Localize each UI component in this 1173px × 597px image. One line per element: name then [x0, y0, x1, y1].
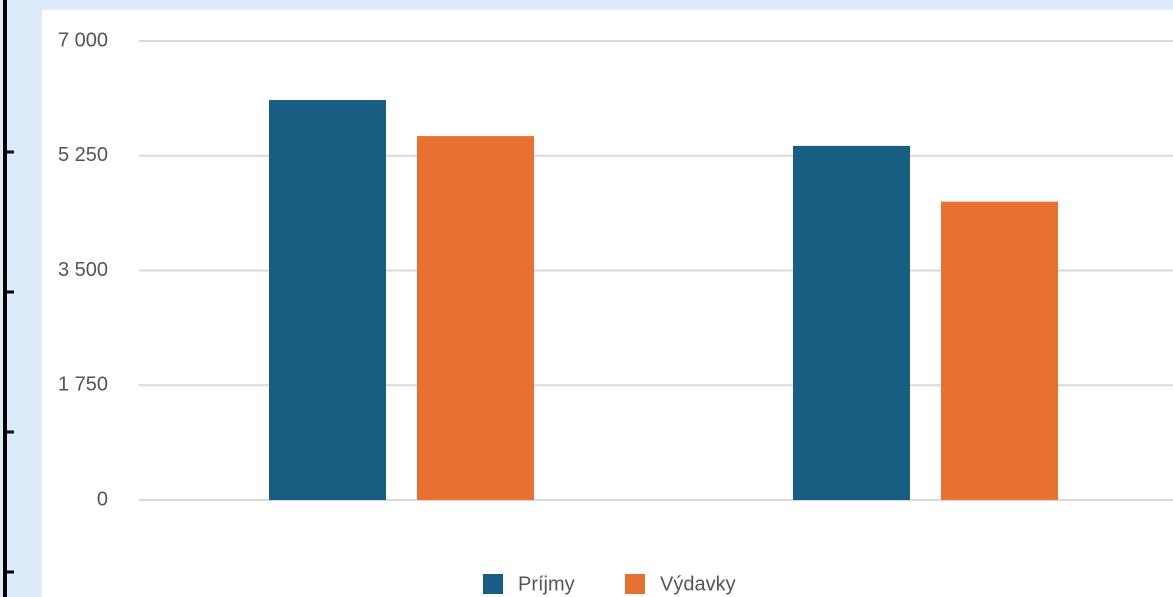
bar — [793, 145, 910, 500]
y-tick-label: 7 000 — [58, 29, 108, 51]
legend-swatch — [625, 574, 645, 594]
legend-label: Príjmy — [518, 573, 575, 595]
y-tick-label: 3 500 — [58, 259, 108, 281]
y-tick-label: 0 — [97, 488, 108, 510]
legend-swatch — [483, 574, 503, 594]
bar — [941, 201, 1058, 500]
legend-label: Výdavky — [660, 573, 736, 595]
edge-notches — [5, 150, 14, 574]
y-tick-label: 1 750 — [58, 374, 108, 396]
y-tick-label: 5 250 — [58, 144, 108, 166]
bar — [417, 136, 534, 501]
bar — [269, 100, 386, 500]
